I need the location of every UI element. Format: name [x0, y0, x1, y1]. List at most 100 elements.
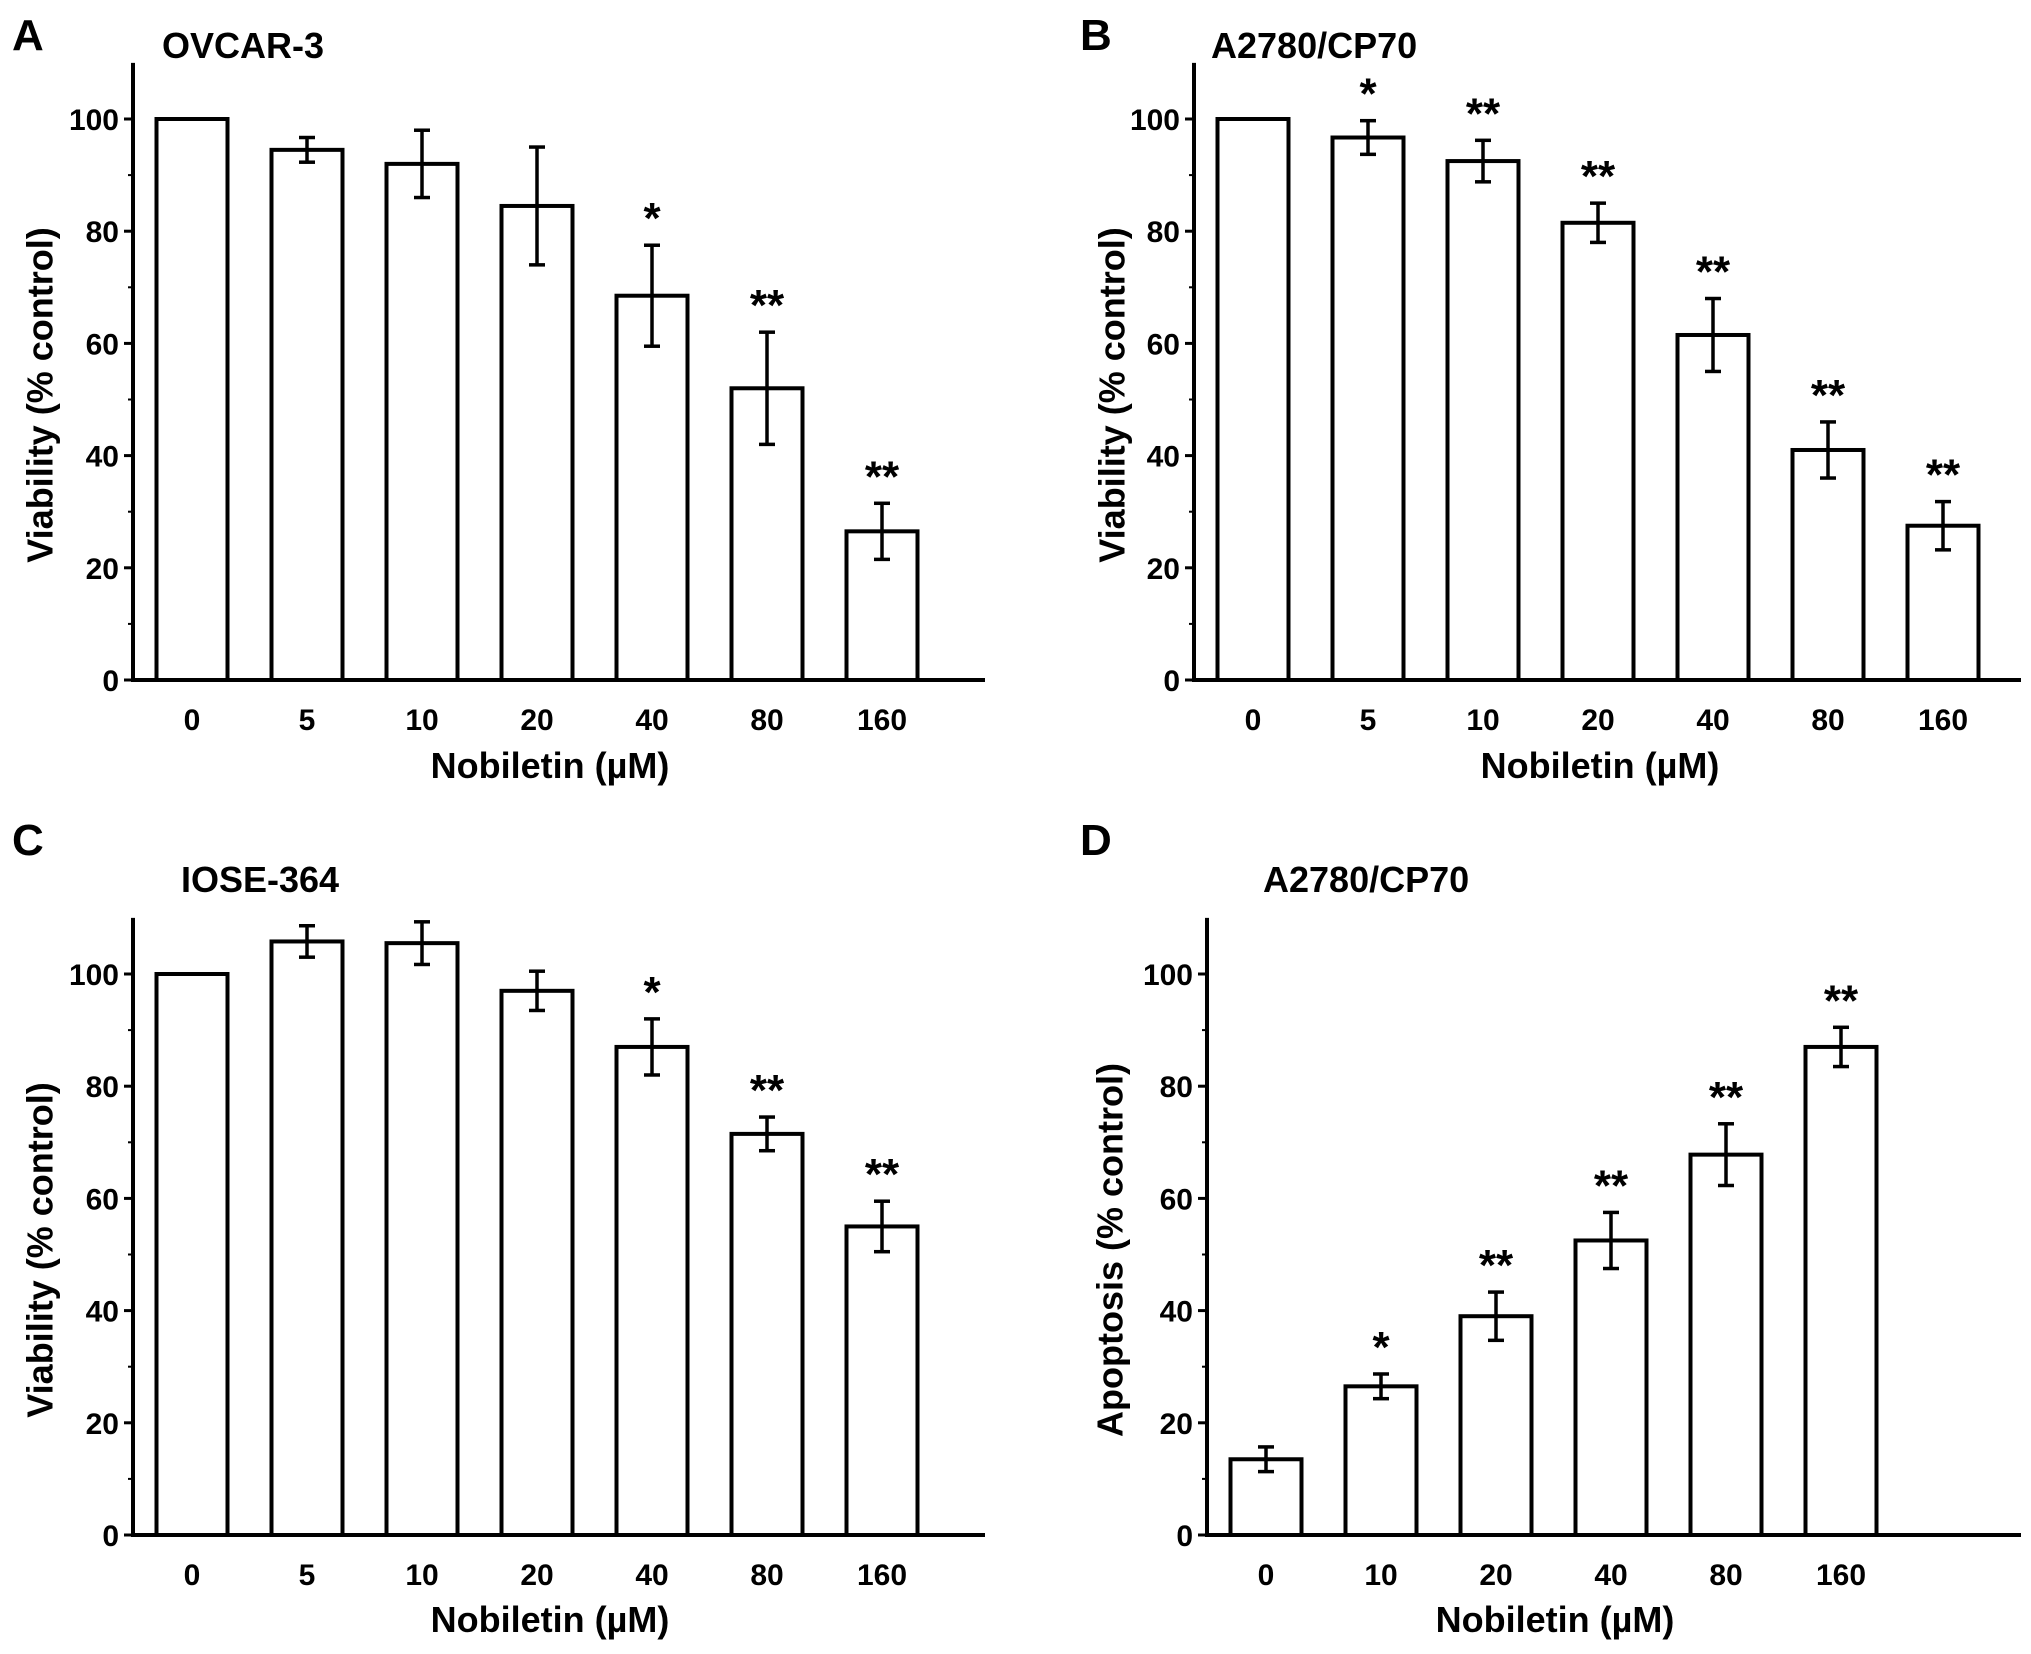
x-tick-label: 20 [520, 704, 553, 737]
bar [1790, 447, 1866, 682]
y-tick-label: 40 [1147, 441, 1180, 474]
x-tick-label: 5 [299, 704, 316, 737]
y-tick-label: 20 [86, 1408, 119, 1441]
y-tick-label: 20 [1147, 553, 1180, 586]
y-axis-label: Viability (% control) [20, 1082, 61, 1417]
x-tick-label: 5 [299, 1559, 316, 1592]
significance-marker: ** [750, 281, 785, 330]
bar [844, 1224, 920, 1537]
y-axis-label: Apoptosis (% control) [1090, 1063, 1131, 1437]
x-tick-label: 40 [635, 704, 668, 737]
significance-marker: ** [1811, 371, 1846, 420]
x-tick-label: 80 [1811, 704, 1844, 737]
y-tick-label: 60 [1147, 328, 1180, 361]
y-tick-label: 20 [1160, 1408, 1193, 1441]
significance-marker: * [1372, 1323, 1390, 1372]
x-tick-label: 0 [184, 1559, 201, 1592]
x-tick-label: 80 [750, 704, 783, 737]
significance-marker: ** [1594, 1161, 1629, 1210]
x-tick-label: 10 [405, 704, 438, 737]
x-tick-label: 0 [1258, 1559, 1275, 1592]
x-tick-label: 40 [1594, 1559, 1627, 1592]
bar [499, 988, 575, 1537]
x-tick-label: 10 [405, 1559, 438, 1592]
significance-marker: ** [1926, 451, 1961, 500]
panel-c: C IOSE-364 Nobiletin (µM) Viability (% cont… [12, 816, 985, 1640]
bar [384, 941, 460, 1537]
panel-b: B A2780/CP70 Nobiletin (µM) Viability (% co… [1080, 11, 2021, 786]
bar [614, 1044, 690, 1538]
bar [1573, 1238, 1649, 1537]
x-tick-label: 40 [1696, 704, 1729, 737]
bar [269, 147, 345, 683]
panel-letter: D [1080, 816, 1112, 865]
x-axis-label: Nobiletin (µM) [1436, 1599, 1675, 1640]
bar [384, 161, 460, 682]
x-tick-label: 40 [635, 1559, 668, 1592]
y-tick-label: 80 [1160, 1071, 1193, 1104]
bar [1675, 332, 1751, 682]
x-tick-label: 10 [1466, 704, 1499, 737]
significance-marker: * [643, 968, 661, 1017]
y-tick-label: 100 [1143, 959, 1193, 992]
y-tick-label: 40 [86, 441, 119, 474]
y-tick-label: 0 [102, 1520, 119, 1553]
significance-marker: ** [1581, 152, 1616, 201]
panel-letter: C [12, 816, 44, 865]
panel-a: A OVCAR-3 Nobiletin (µM) Viability (% contr… [12, 11, 985, 786]
significance-marker: ** [1696, 248, 1731, 297]
bar [1803, 1044, 1879, 1538]
significance-marker: ** [1824, 976, 1859, 1025]
y-tick-label: 80 [86, 1071, 119, 1104]
chart-title: A2780/CP70 [1211, 25, 1417, 66]
y-tick-label: 80 [86, 216, 119, 249]
significance-marker: * [643, 194, 661, 243]
significance-marker: ** [750, 1066, 785, 1115]
y-tick-label: 100 [69, 104, 119, 137]
x-tick-label: 160 [857, 1559, 907, 1592]
significance-marker: * [1359, 70, 1377, 119]
x-tick-label: 0 [184, 704, 201, 737]
bar [1343, 1384, 1419, 1537]
significance-marker: ** [865, 1150, 900, 1199]
x-tick-label: 10 [1364, 1559, 1397, 1592]
chart-title: IOSE-364 [181, 859, 339, 900]
y-tick-label: 100 [1130, 104, 1180, 137]
bar [499, 203, 575, 683]
panel-letter: A [12, 11, 44, 60]
y-tick-label: 0 [102, 665, 119, 698]
bar [1688, 1152, 1764, 1537]
bar [1458, 1314, 1534, 1537]
y-tick-label: 20 [86, 553, 119, 586]
chart-title: OVCAR-3 [162, 25, 324, 66]
bar [154, 117, 230, 682]
y-tick-label: 0 [1163, 665, 1180, 698]
x-axis-label: Nobiletin (µM) [1481, 745, 1720, 786]
y-tick-label: 100 [69, 959, 119, 992]
y-tick-label: 0 [1176, 1520, 1193, 1553]
y-tick-label: 40 [86, 1296, 119, 1329]
bar [1445, 159, 1521, 682]
y-axis-label: Viability (% control) [20, 227, 61, 562]
y-axis-label: Viability (% control) [1092, 227, 1133, 562]
chart-title: A2780/CP70 [1263, 859, 1469, 900]
bar [614, 293, 690, 682]
x-tick-label: 80 [1709, 1559, 1742, 1592]
bar [1560, 220, 1636, 682]
x-tick-label: 160 [1816, 1559, 1866, 1592]
significance-marker: ** [1479, 1241, 1514, 1290]
bar [1330, 135, 1406, 682]
panel-letter: B [1080, 11, 1112, 60]
y-tick-label: 40 [1160, 1296, 1193, 1329]
bar [729, 1131, 805, 1537]
x-tick-label: 0 [1245, 704, 1262, 737]
significance-marker: ** [865, 452, 900, 501]
bar [1215, 117, 1291, 682]
x-axis-label: Nobiletin (µM) [431, 1599, 670, 1640]
significance-marker: ** [1709, 1073, 1744, 1122]
x-tick-label: 5 [1360, 704, 1377, 737]
x-tick-label: 160 [1918, 704, 1968, 737]
x-tick-label: 20 [1479, 1559, 1512, 1592]
panel-d: D A2780/CP70 Nobiletin (µM) Apoptosis (% co… [1080, 816, 2021, 1640]
